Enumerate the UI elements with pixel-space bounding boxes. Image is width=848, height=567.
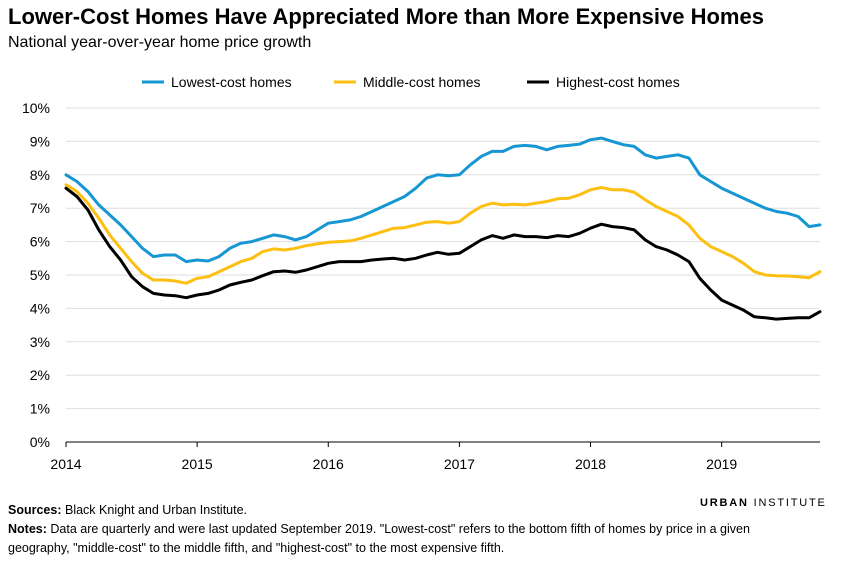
series-line-3	[64, 186, 822, 321]
x-tick-label: 2015	[182, 456, 213, 472]
y-tick-label: 10%	[22, 100, 50, 116]
y-tick-label: 0%	[30, 434, 50, 450]
legend: Lowest-cost homes Middle-cost homes Highes…	[142, 74, 680, 90]
x-tick-label: 2018	[575, 456, 606, 472]
line-chart: Lowest-cost homes Middle-cost homes Highes…	[22, 74, 822, 472]
x-tick-label: 2019	[706, 456, 737, 472]
x-axis: 2014 2015 2016 2017 2018 2019	[50, 441, 820, 472]
legend-label: Middle-cost homes	[363, 74, 481, 90]
y-tick-label: 9%	[30, 133, 50, 149]
notes-line: Notes: Data are quarterly and were last …	[8, 520, 768, 558]
sources-label: Sources:	[8, 503, 62, 517]
chart-subtitle: National year-over-year home price growt…	[8, 34, 312, 51]
y-tick-label: 6%	[30, 234, 50, 250]
y-tick-label: 7%	[30, 200, 50, 216]
sources-text: Black Knight and Urban Institute.	[64, 503, 248, 517]
series-line-1	[64, 136, 822, 264]
gridlines	[66, 107, 820, 410]
footer-notes: Sources: Black Knight and Urban Institut…	[8, 501, 768, 558]
chart-title: Lower-Cost Homes Have Appreciated More t…	[8, 4, 764, 29]
legend-label: Highest-cost homes	[556, 74, 680, 90]
x-tick-label: 2017	[444, 456, 475, 472]
urban-institute-logo: URBAN INSTITUTE	[700, 497, 827, 509]
brand-second: INSTITUTE	[753, 497, 827, 509]
y-tick-label: 1%	[30, 401, 50, 417]
sources-line: Sources: Black Knight and Urban Institut…	[8, 501, 768, 520]
y-tick-label: 3%	[30, 334, 50, 350]
notes-text: Data are quarterly and were last updated…	[8, 522, 750, 555]
series-line-2	[64, 183, 822, 285]
brand-first: URBAN	[700, 497, 749, 509]
x-tick-label: 2014	[50, 456, 81, 472]
notes-label: Notes:	[8, 522, 47, 536]
y-tick-label: 5%	[30, 267, 50, 283]
series-lines	[64, 136, 822, 321]
x-tick-label: 2016	[313, 456, 344, 472]
y-axis: 0% 1% 2% 3% 4% 5% 6% 7% 8% 9% 10%	[22, 100, 50, 450]
y-tick-label: 8%	[30, 167, 50, 183]
legend-label: Lowest-cost homes	[171, 74, 292, 90]
y-tick-label: 2%	[30, 367, 50, 383]
y-tick-label: 4%	[30, 300, 50, 316]
